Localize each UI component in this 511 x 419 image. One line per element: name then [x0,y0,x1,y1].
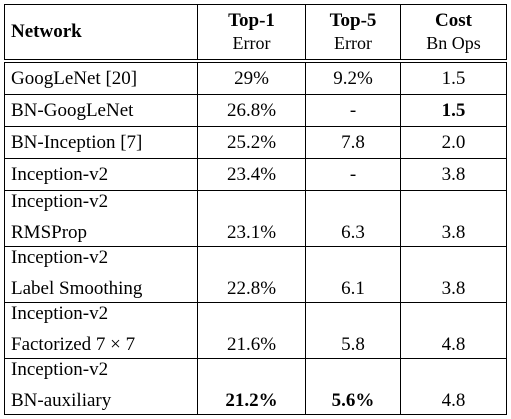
value-cell: 2.0 [400,126,507,159]
network-cell: BN-GoogLeNet [4,94,198,127]
network-cell: BN-Inception [7] [4,126,198,159]
value-cell: 21.6% [197,302,306,359]
header-text: Bn Ops [426,33,481,53]
table-row: GoogLeNet [20] 29% 9.2% 1.5 [4,60,507,95]
results-table: Network Top-1 Error Top-5 Error Cost Bn Ops Go… [4,4,507,415]
value-cell: 6.3 [305,190,401,247]
table-row: Inception-v2 RMSProp 23.1% 6.3 3.8 [4,190,507,247]
header-text: Network [11,21,82,42]
network-cell: Inception-v2 BN-auxiliary [4,358,198,415]
value-cell: 29% [197,60,306,95]
cell-text: Inception-v2 [11,191,109,212]
header-text: Cost [435,10,472,31]
cell-text: BN-auxiliary [11,390,112,411]
header-text: Error [334,33,372,53]
table-row: BN-GoogLeNet 26.8% -1.5 [4,94,507,127]
value-cell: 5.8 [305,302,401,359]
value-cell: 9.2% [305,60,401,95]
network-cell: Inception-v2 RMSProp [4,190,198,247]
value-cell: 23.1% [197,190,306,247]
header-text: Top-1 [228,10,275,31]
cell-text: Inception-v2 [11,303,109,324]
value-cell: 3.8 [400,246,507,303]
value-cell: 5.6% [305,358,401,415]
value-cell: 6.1 [305,246,401,303]
cell-text: BN-Inception [7] [11,131,143,153]
value-cell: - [305,94,401,127]
table-row: BN-Inception [7] 25.2% 7.8 2.0 [4,126,507,159]
value-cell: 22.8% [197,246,306,303]
value-cell: 7.8 [305,126,401,159]
value-cell: 4.8 [400,302,507,359]
value-cell: 1.5 [400,94,507,127]
table-body: GoogLeNet [20] 29% 9.2% 1.5 BN-GoogLeNet 26.8… [4,60,507,415]
header-cell: Top-5 Error [305,4,401,62]
header-cell: Network [4,4,198,62]
header-row: Network Top-1 Error Top-5 Error Cost Bn Ops [4,4,507,62]
cell-text: Inception-v2 [11,247,109,268]
value-cell: 3.8 [400,158,507,191]
cell-text: Label Smoothing [11,278,143,299]
cell-text: Factorized 7 × 7 [11,334,136,355]
value-cell: - [305,158,401,191]
table-header: Network Top-1 Error Top-5 Error Cost Bn Ops [4,4,507,62]
table-row: Inception-v2 BN-auxiliary 21.2% 5.6% 4.8 [4,358,507,415]
cell-text: GoogLeNet [20] [11,67,138,89]
table-row: Inception-v2 Factorized 7 × 7 21.6% 5.8 4.8 [4,302,507,359]
header-cell: Top-1 Error [197,4,306,62]
value-cell: 23.4% [197,158,306,191]
header-text: Top-5 [329,10,377,31]
network-cell: Inception-v2 Factorized 7 × 7 [4,302,198,359]
value-cell: 3.8 [400,190,507,247]
network-cell: GoogLeNet [20] [4,60,198,95]
network-cell: Inception-v2 Label Smoothing [4,246,198,303]
cell-text: BN-GoogLeNet [11,99,134,121]
header-cell: Cost Bn Ops [400,4,507,62]
value-cell: 21.2% [197,358,306,415]
value-cell: 4.8 [400,358,507,415]
table-row: Inception-v2 23.4% -3.8 [4,158,507,191]
cell-text: Inception-v2 [11,359,109,380]
value-cell: 26.8% [197,94,306,127]
value-cell: 25.2% [197,126,306,159]
network-cell: Inception-v2 [4,158,198,191]
value-cell: 1.5 [400,60,507,95]
cell-text: Inception-v2 [11,163,109,185]
cell-text: RMSProp [11,222,88,243]
table-row: Inception-v2 Label Smoothing 22.8% 6.1 3.8 [4,246,507,303]
header-text: Error [232,33,271,53]
